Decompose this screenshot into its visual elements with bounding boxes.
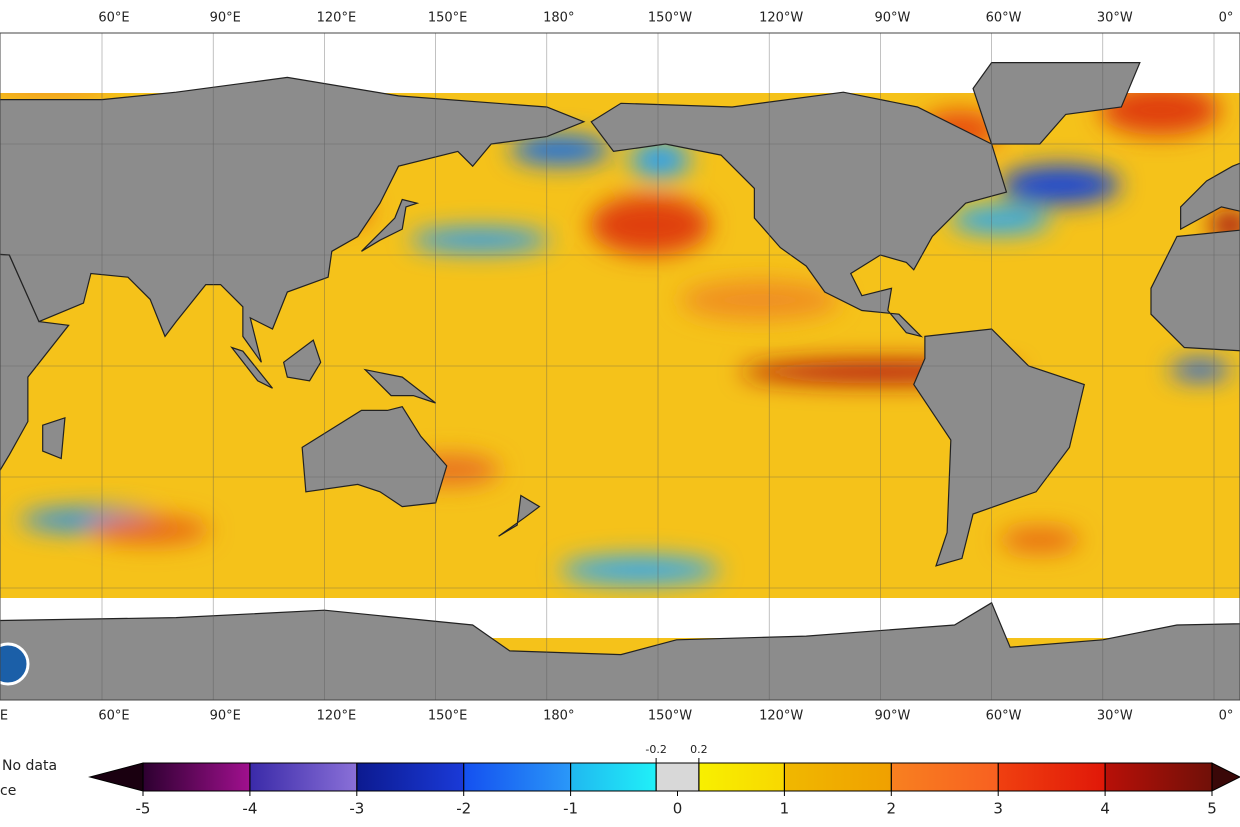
colorbar-bin <box>570 763 657 791</box>
lon-label-top: 90°W <box>874 11 910 26</box>
anomaly-blob <box>1000 165 1120 205</box>
anomaly-blob <box>1000 528 1080 552</box>
colorbar-bin <box>143 763 250 791</box>
colorbar-minor-label: 0.2 <box>690 743 708 756</box>
landmass <box>972 61 1141 145</box>
lon-label-bottom: 30°W <box>1097 709 1133 724</box>
colorbar-bin <box>656 763 699 791</box>
lon-label-bottom: 120°W <box>759 709 803 724</box>
landmass <box>42 416 66 460</box>
landmass <box>0 601 1240 700</box>
colorbar-tick-label: -1 <box>563 800 578 818</box>
map <box>0 33 1240 700</box>
lon-label-bottom: 60°W <box>986 709 1022 724</box>
landmass <box>1180 162 1240 231</box>
landmass <box>498 494 541 537</box>
lon-label-top: 30°W <box>1097 11 1133 26</box>
anomaly-blob <box>90 516 210 544</box>
colorbar-bin <box>1105 763 1212 791</box>
landmass <box>0 76 586 363</box>
lon-label-top: 60°W <box>986 11 1022 26</box>
map-frame <box>0 32 1240 701</box>
colorbar-tick-label: 2 <box>887 800 897 818</box>
colorbar-tick-label: 3 <box>993 800 1003 818</box>
anomaly-blob <box>590 195 710 255</box>
landmass <box>230 346 273 389</box>
colorbar-tick-label: 1 <box>780 800 790 818</box>
anomaly-blob <box>630 142 690 178</box>
colorbar-minor-label: -0.2 <box>645 743 666 756</box>
anomaly-blob <box>410 228 550 252</box>
anomaly-blob <box>560 556 720 584</box>
noaa-logo <box>0 642 30 686</box>
colorbar-tick-label: -5 <box>136 800 151 818</box>
lon-label-bottom: 60°E <box>98 709 129 724</box>
lon-label-top: 150°W <box>648 11 692 26</box>
lon-label-bottom: 150°E <box>428 709 468 724</box>
colorbar-tick-label: 4 <box>1100 800 1110 818</box>
colorbar-bin <box>249 763 357 791</box>
colorbar-bin <box>784 763 892 791</box>
colorbar-under <box>88 762 144 792</box>
landmass <box>913 328 1085 567</box>
legend-no-data: No data <box>2 758 57 774</box>
lon-label-bottom: 90°W <box>874 709 910 724</box>
landmass <box>301 406 448 508</box>
landmass <box>361 198 420 252</box>
lon-label-bottom: 180° <box>543 709 574 724</box>
colorbar-bin <box>998 763 1106 791</box>
lon-label-top: 0° <box>1219 11 1234 26</box>
anomaly-blob <box>1100 85 1220 135</box>
lon-label-top: 120°W <box>759 11 803 26</box>
anomaly-blob <box>950 206 1050 234</box>
lon-label-bottom: 150°W <box>648 709 692 724</box>
anomaly-blob <box>1170 360 1230 380</box>
lon-label-top: 180° <box>543 11 574 26</box>
anomaly-blob <box>680 280 840 320</box>
colorbar-tick-label: -4 <box>242 800 257 818</box>
lon-label-bottom: 0° <box>1219 709 1234 724</box>
colorbar-tick-label: 5 <box>1207 800 1217 818</box>
colorbar-bin <box>891 763 999 791</box>
land <box>0 61 1240 700</box>
colorbar-over <box>1211 762 1240 792</box>
longitude-labels: 60°E 90°E 120°E 150°E 180° 150°W 120°W 90°W 60°W… <box>0 11 1233 724</box>
lon-label-top: 150°E <box>428 11 468 26</box>
landmass <box>363 368 436 404</box>
colorbar-bin <box>356 763 464 791</box>
lon-label-top: 60°E <box>98 11 129 26</box>
lon-label-bottom: 120°E <box>317 709 357 724</box>
landmass <box>282 339 322 382</box>
colorbar-tick-label: -2 <box>456 800 471 818</box>
legend-ice: ce <box>0 783 16 799</box>
colorbar: -5 -4 -3 -2 -1 0 1 2 3 4 5 -0.2 0.2 <box>88 743 1240 818</box>
landmass <box>590 91 1008 338</box>
colorbar-bin <box>463 763 571 791</box>
lon-label-top: 120°E <box>317 11 357 26</box>
lon-label-bottom: E <box>0 709 8 724</box>
colorbar-bin <box>698 763 785 791</box>
anomaly-blob <box>510 135 610 165</box>
colorbar-tick-label: 0 <box>673 800 683 818</box>
landmass <box>1150 229 1240 352</box>
graticule <box>0 33 1240 700</box>
colorbar-tick-label: -3 <box>349 800 364 818</box>
lon-label-bottom: 90°E <box>210 709 241 724</box>
lon-label-top: 90°E <box>210 11 241 26</box>
